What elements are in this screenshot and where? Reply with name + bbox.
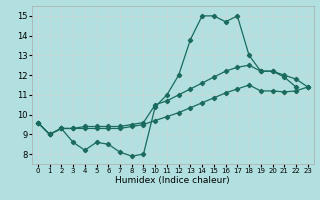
X-axis label: Humidex (Indice chaleur): Humidex (Indice chaleur) [116,176,230,185]
